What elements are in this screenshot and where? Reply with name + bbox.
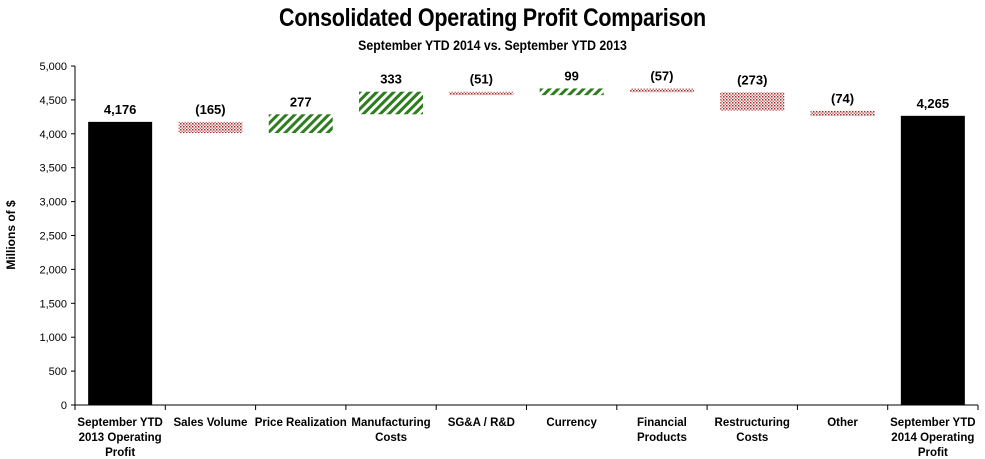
y-tick-label: 4,000: [39, 129, 67, 141]
x-tick-label-line: Products: [637, 432, 687, 444]
y-tick-label: 0: [61, 400, 67, 412]
total-bar: [88, 121, 153, 406]
axes: 0 500 1,000 1,500 2,000 2,500 3,000 3,500 4,000 4…: [39, 61, 979, 412]
chart-title: Consolidated Operating Profit Comparison: [279, 4, 706, 32]
data-label: 4,265: [917, 96, 950, 111]
x-tick-labels: September YTD 2013 Operating Profit Sales V…: [77, 417, 975, 459]
decrease-bar: [629, 88, 694, 93]
x-tick-label-line: 2014 Operating: [891, 432, 974, 444]
data-label: (273): [737, 72, 767, 87]
y-axis-label: Millions of $: [4, 200, 18, 270]
x-tick-label-line: Costs: [375, 432, 407, 444]
x-tick-label-line: Profit: [918, 447, 948, 459]
y-tick-label: 5,000: [39, 61, 67, 73]
x-tick-label: September YTD 2014 Operating Profit: [890, 417, 975, 459]
y-tick-label: 500: [49, 366, 67, 378]
total-bar: [900, 115, 965, 405]
data-labels: 4,176 (165) 277 333 (51) 99 (57) (273) (74) 4,265: [104, 68, 949, 116]
y-tick-label: 1,500: [39, 298, 67, 310]
decrease-bar: [449, 91, 514, 96]
y-tick-label: 1,000: [39, 332, 67, 344]
x-tick-label: Currency: [546, 417, 597, 429]
x-tick-label: Financial Products: [637, 417, 687, 444]
x-tick-label: Sales Volume: [173, 417, 247, 429]
x-tick-label-line: SG&A / R&D: [448, 417, 515, 429]
data-label: (74): [831, 91, 854, 106]
data-label: 4,176: [104, 102, 137, 117]
x-tick-label-line: Costs: [736, 432, 768, 444]
x-tick-label-line: 2013 Operating: [79, 432, 162, 444]
x-tick-label-line: Financial: [637, 417, 687, 429]
x-tick-label-line: September YTD: [77, 417, 162, 429]
data-label: 277: [290, 94, 312, 109]
x-tick-label: Other: [827, 417, 858, 429]
x-tick-label-line: Price Realization: [255, 417, 347, 429]
x-tick-label: Manufacturing Costs: [351, 417, 430, 444]
increase-bar: [539, 88, 604, 96]
y-tick-label: 4,500: [39, 95, 67, 107]
y-tick-label: 3,000: [39, 197, 67, 209]
x-tick-label-line: Manufacturing: [351, 417, 430, 429]
x-tick-label-line: Other: [827, 417, 858, 429]
x-tick-label-line: Sales Volume: [173, 417, 247, 429]
x-tick-label: Price Realization: [255, 417, 347, 429]
data-label: (57): [650, 68, 673, 83]
x-tick-label-line: September YTD: [890, 417, 975, 429]
decrease-bar: [810, 110, 875, 116]
x-tick-label-line: Profit: [105, 447, 135, 459]
x-tick-label-line: Restructuring: [715, 417, 790, 429]
x-tick-label: SG&A / R&D: [448, 417, 515, 429]
y-tick-label: 2,500: [39, 231, 67, 243]
x-tick-label-line: Currency: [546, 417, 597, 429]
data-label: 333: [380, 72, 402, 87]
chart-subtitle: September YTD 2014 vs. September YTD 201…: [358, 37, 627, 53]
increase-bar: [359, 91, 424, 115]
y-tick-label: 2,000: [39, 264, 67, 276]
increase-bar: [268, 114, 333, 134]
x-tick-label: September YTD 2013 Operating Profit: [77, 417, 162, 459]
x-tick-label: Restructuring Costs: [715, 417, 790, 444]
y-tick-label: 3,500: [39, 163, 67, 175]
bars: [88, 88, 965, 406]
decrease-bar: [720, 92, 785, 111]
data-label: 99: [564, 68, 578, 83]
data-label: (165): [195, 102, 225, 117]
decrease-bar: [178, 121, 243, 134]
data-label: (51): [470, 72, 493, 87]
